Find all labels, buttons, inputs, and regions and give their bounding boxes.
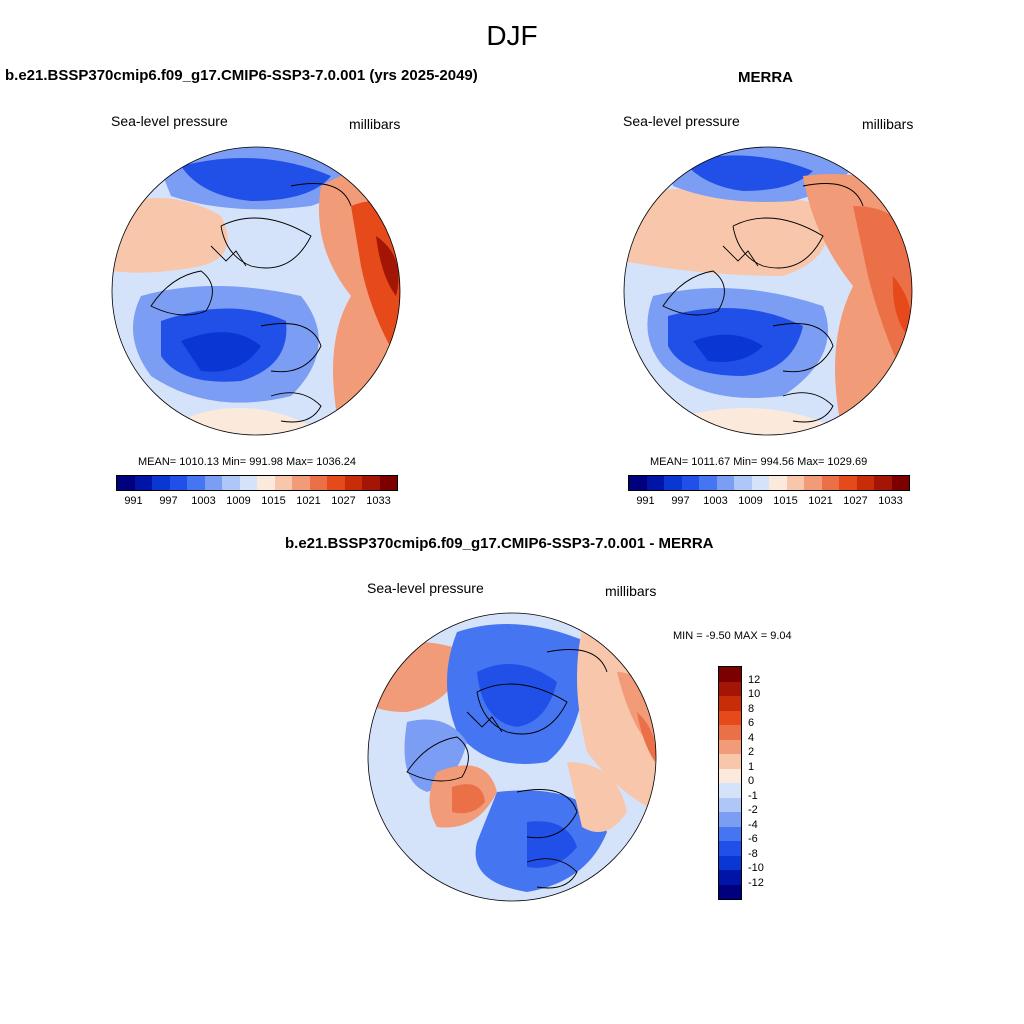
colorbar-swatch <box>821 476 839 490</box>
colorbar-tick-label: 1021 <box>296 495 321 507</box>
colorbar-swatch <box>716 476 734 490</box>
colorbar-swatch <box>362 476 380 490</box>
colorbar-tick-label: -10 <box>748 862 764 874</box>
colorbar-swatch <box>379 476 397 490</box>
colorbar-tick-label: -1 <box>748 789 758 802</box>
colorbar-tick-label: 6 <box>748 717 755 729</box>
colorbar-swatch <box>681 476 699 490</box>
colorbar-swatch <box>222 476 240 490</box>
colorbar-swatch <box>719 710 741 725</box>
colorbar-swatch <box>664 476 682 490</box>
obs-colorbar <box>628 475 910 491</box>
colorbar-swatch <box>734 476 752 490</box>
colorbar-swatch <box>309 476 327 490</box>
colorbar-tick-label: 997 <box>159 495 178 507</box>
colorbar-tick-label: 1 <box>748 760 755 773</box>
model-polar-map <box>111 146 401 436</box>
colorbar-swatch <box>719 667 741 682</box>
colorbar-tick-label: 1033 <box>366 495 391 507</box>
colorbar-swatch <box>292 476 310 490</box>
colorbar-swatch <box>719 841 741 856</box>
diff-polar-map <box>367 612 657 902</box>
diff-colorbar <box>718 666 742 900</box>
colorbar-swatch <box>804 476 822 490</box>
colorbar-tick-label: 1033 <box>878 495 903 507</box>
colorbar-tick-label: 1003 <box>703 495 728 507</box>
colorbar-tick-label: 991 <box>636 495 655 507</box>
colorbar-swatch <box>134 476 152 490</box>
colorbar-swatch <box>719 725 741 740</box>
model-units-label: millibars <box>349 116 401 132</box>
colorbar-swatch <box>786 476 804 490</box>
colorbar-swatch <box>719 783 741 798</box>
colorbar-swatch <box>327 476 345 490</box>
colorbar-tick-label: 1027 <box>331 495 356 507</box>
colorbar-tick-label: 1021 <box>808 495 833 507</box>
colorbar-swatch <box>152 476 170 490</box>
colorbar-swatch <box>874 476 892 490</box>
diff-units-label: millibars <box>605 583 657 599</box>
colorbar-tick-label: 12 <box>748 673 761 686</box>
colorbar-swatch <box>344 476 362 490</box>
colorbar-tick-label: 1009 <box>226 495 251 507</box>
colorbar-tick-label: -12 <box>748 876 764 889</box>
colorbar-swatch <box>239 476 257 490</box>
colorbar-tick-label: -4 <box>748 818 758 831</box>
colorbar-tick-label: -6 <box>748 833 758 845</box>
colorbar-swatch <box>699 476 717 490</box>
obs-stats: MEAN= 1011.67 Min= 994.56 Max= 1029.69 <box>650 456 868 468</box>
obs-polar-map <box>623 146 913 436</box>
obs-panel-title: MERRA <box>738 69 793 86</box>
colorbar-swatch <box>719 870 741 885</box>
obs-variable-label: Sea-level pressure <box>623 113 740 129</box>
colorbar-tick-label: -8 <box>748 847 758 860</box>
colorbar-tick-label: 1009 <box>738 495 763 507</box>
colorbar-tick-label: 10 <box>748 688 761 700</box>
colorbar-swatch <box>187 476 205 490</box>
colorbar-swatch <box>646 476 664 490</box>
season-title: DJF <box>486 20 538 51</box>
colorbar-swatch <box>891 476 909 490</box>
colorbar-swatch <box>204 476 222 490</box>
colorbar-swatch <box>629 476 647 490</box>
colorbar-swatch <box>719 797 741 812</box>
diff-panel-title: b.e21.BSSP370cmip6.f09_g17.CMIP6-SSP3-7.… <box>285 535 714 552</box>
colorbar-swatch <box>719 812 741 827</box>
colorbar-tick-label: 1015 <box>261 495 286 507</box>
colorbar-swatch <box>169 476 187 490</box>
colorbar-tick-label: 1003 <box>191 495 216 507</box>
colorbar-swatch <box>719 696 741 711</box>
colorbar-tick-label: 8 <box>748 702 755 715</box>
colorbar-tick-label: 991 <box>124 495 143 507</box>
model-variable-label: Sea-level pressure <box>111 113 228 129</box>
colorbar-tick-label: -2 <box>748 804 758 816</box>
colorbar-tick-label: 1015 <box>773 495 798 507</box>
diff-minmax: MIN = -9.50 MAX = 9.04 <box>673 630 792 642</box>
colorbar-swatch <box>769 476 787 490</box>
model-panel-title: b.e21.BSSP370cmip6.f09_g17.CMIP6-SSP3-7.… <box>5 67 478 84</box>
colorbar-swatch <box>719 855 741 870</box>
model-colorbar <box>116 475 398 491</box>
colorbar-swatch <box>117 476 135 490</box>
colorbar-swatch <box>719 884 741 899</box>
colorbar-swatch <box>719 826 741 841</box>
colorbar-swatch <box>274 476 292 490</box>
colorbar-tick-label: 2 <box>748 746 755 758</box>
colorbar-swatch <box>839 476 857 490</box>
colorbar-tick-label: 1027 <box>843 495 868 507</box>
colorbar-swatch <box>719 768 741 783</box>
colorbar-tick-label: 4 <box>748 731 755 744</box>
colorbar-tick-label: 0 <box>748 775 755 787</box>
colorbar-swatch <box>751 476 769 490</box>
model-stats: MEAN= 1010.13 Min= 991.98 Max= 1036.24 <box>138 456 357 468</box>
colorbar-swatch <box>719 681 741 696</box>
colorbar-swatch <box>257 476 275 490</box>
colorbar-swatch <box>719 754 741 769</box>
colorbar-swatch <box>856 476 874 490</box>
colorbar-tick-label: 997 <box>671 495 690 507</box>
diff-variable-label: Sea-level pressure <box>367 580 484 596</box>
obs-units-label: millibars <box>862 116 914 132</box>
colorbar-swatch <box>719 739 741 754</box>
